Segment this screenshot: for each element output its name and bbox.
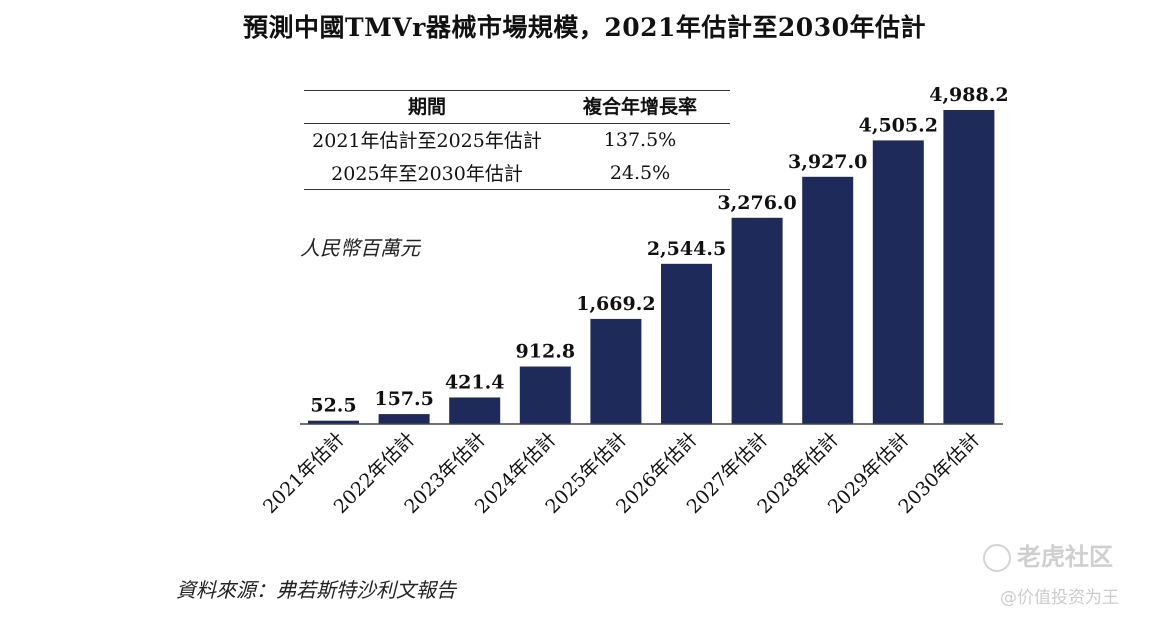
- cagr-period-cell: 2025年至2030年估計: [331, 163, 523, 185]
- bar-2024年估計: [519, 366, 571, 424]
- value-label: 52.5: [310, 395, 356, 417]
- x-tick-labels-group: 2021年估計2022年估計2023年估計2024年估計2025年估計2026年…: [259, 428, 984, 518]
- bar-2026年估計: [661, 263, 712, 424]
- bar-2030年估計: [943, 110, 995, 424]
- source-note: 資料來源：弗若斯特沙利文報告: [176, 578, 456, 602]
- cagr-table: 期間 複合年增長率 2021年估計至2025年估計 137.5% 2025年至2…: [304, 90, 730, 190]
- value-label: 3,276.0: [717, 192, 796, 214]
- value-label: 4,505.2: [859, 114, 938, 136]
- value-label: 421.4: [445, 371, 505, 393]
- cagr-table-row: 2025年至2030年估計 24.5%: [304, 156, 730, 189]
- cagr-rate-cell: 137.5%: [603, 128, 677, 151]
- value-label: 912.8: [516, 341, 576, 363]
- cagr-table-header: 期間 複合年增長率: [304, 91, 730, 124]
- unit-label: 人民幣百萬元: [300, 236, 420, 260]
- bar-2023年估計: [449, 397, 501, 424]
- value-label: 3,927.0: [788, 151, 867, 173]
- bar-2027年估計: [731, 217, 783, 424]
- bar-2029年估計: [872, 140, 924, 424]
- watermark-logo-icon: [983, 544, 1011, 572]
- cagr-header-period: 期間: [304, 91, 550, 124]
- watermark-brand: 老虎社区: [983, 537, 1113, 572]
- value-label: 157.5: [374, 388, 434, 410]
- value-label: 2,544.5: [647, 238, 726, 260]
- bar-2025年估計: [590, 318, 642, 424]
- bar-2022年估計: [378, 414, 430, 424]
- chart-title: 預測中國TMVr器械市場規模，2021年估計至2030年估計: [242, 13, 926, 42]
- value-labels-group: 52.5 157.5 421.4 912.8 1,669.2 2,544.5 3,276.0…: [310, 84, 1008, 417]
- bars-group: [308, 110, 995, 424]
- value-label: 4,988.2: [929, 84, 1008, 106]
- watermark-account: @价值投资为王: [1000, 588, 1119, 608]
- cagr-rate-cell: 24.5%: [609, 161, 671, 184]
- value-label: 1,669.2: [576, 293, 655, 315]
- cagr-table-row: 2021年估計至2025年估計 137.5%: [304, 123, 730, 156]
- bar-2028年估計: [802, 176, 854, 424]
- bar-2021年估計: [308, 420, 359, 424]
- cagr-header-rate: 複合年增長率: [550, 91, 730, 124]
- cagr-period-cell: 2021年估計至2025年估計: [312, 130, 542, 152]
- watermark-brand-text: 老虎社区: [1017, 543, 1113, 571]
